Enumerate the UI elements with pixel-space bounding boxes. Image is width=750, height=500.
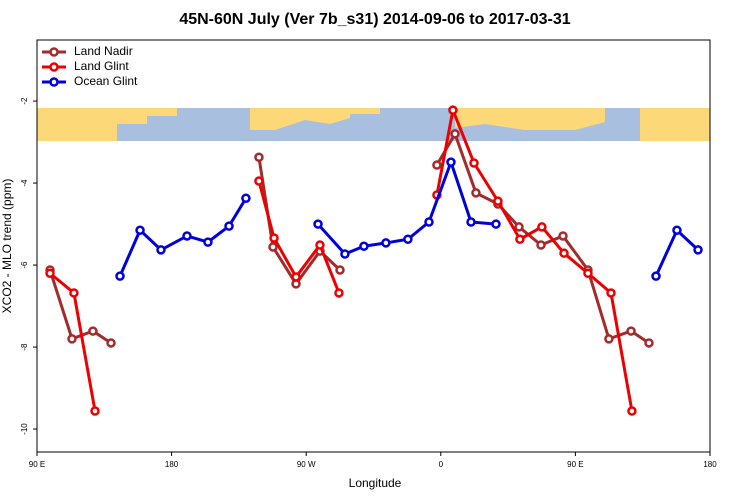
- point: [469, 158, 479, 168]
- series-line: [118, 157, 700, 277]
- point: [334, 288, 344, 298]
- point: [514, 222, 524, 232]
- y-axis-label: XCO2 - MLO trend (ppm): [0, 179, 14, 314]
- x-tick-label: 180: [703, 460, 717, 469]
- chart-title: 45N-60N July (Ver 7b_s31) 2014-09-06 to …: [179, 11, 570, 28]
- point: [203, 237, 213, 247]
- x-axis-label: Longitude: [349, 476, 402, 490]
- point: [90, 406, 100, 416]
- point: [381, 238, 391, 248]
- point: [626, 326, 636, 336]
- y-tick-label: -2: [20, 97, 29, 105]
- point: [606, 288, 616, 298]
- point: [491, 219, 501, 229]
- point: [537, 222, 547, 232]
- point: [254, 152, 264, 162]
- point: [88, 326, 98, 336]
- legend-label: Land Nadir: [74, 44, 133, 58]
- point: [268, 242, 278, 252]
- point: [536, 240, 546, 250]
- point: [182, 231, 192, 241]
- point: [672, 225, 682, 235]
- legend-swatch: [49, 62, 59, 72]
- point: [69, 288, 79, 298]
- x-tick-label: 0: [439, 460, 444, 469]
- point: [156, 245, 166, 255]
- point: [254, 176, 264, 186]
- point: [604, 334, 614, 344]
- point: [315, 240, 325, 250]
- point: [558, 231, 568, 241]
- point: [424, 217, 434, 227]
- map-band: [37, 108, 710, 141]
- legend-label: Ocean Glint: [74, 74, 138, 88]
- y-tick-label: -10: [20, 423, 29, 435]
- point: [269, 233, 279, 243]
- point: [466, 217, 476, 227]
- point: [241, 193, 251, 203]
- point: [106, 338, 116, 348]
- legend-label: Land Glint: [74, 59, 129, 73]
- point: [515, 234, 525, 244]
- plot-frame: [36, 39, 711, 453]
- point: [559, 248, 569, 258]
- point: [67, 334, 77, 344]
- x-tick-label: 90 W: [297, 460, 316, 469]
- x-tick-label: 90 E: [567, 460, 583, 469]
- y-tick-label: -6: [20, 261, 29, 269]
- point: [450, 129, 460, 139]
- point: [135, 225, 145, 235]
- point: [644, 338, 654, 348]
- legend-swatch: [49, 77, 59, 87]
- point: [313, 219, 323, 229]
- point: [291, 272, 301, 282]
- point: [583, 268, 593, 279]
- point: [693, 245, 703, 255]
- point: [340, 249, 350, 259]
- point: [471, 188, 481, 198]
- x-tick-label: 180: [165, 460, 179, 469]
- point: [224, 221, 234, 231]
- y-tick-label: -8: [20, 343, 29, 351]
- point: [627, 406, 637, 416]
- x-tick-label: 90 E: [29, 460, 45, 469]
- point: [446, 157, 456, 167]
- point: [403, 234, 413, 244]
- point: [432, 160, 442, 170]
- point: [493, 196, 503, 206]
- point: [448, 105, 458, 115]
- point: [115, 271, 125, 281]
- legend-swatch: [49, 47, 59, 57]
- point: [335, 265, 345, 275]
- point: [359, 241, 369, 251]
- series-line: [49, 104, 634, 412]
- point: [651, 271, 661, 281]
- point: [45, 268, 55, 279]
- y-tick-label: -4: [20, 179, 29, 187]
